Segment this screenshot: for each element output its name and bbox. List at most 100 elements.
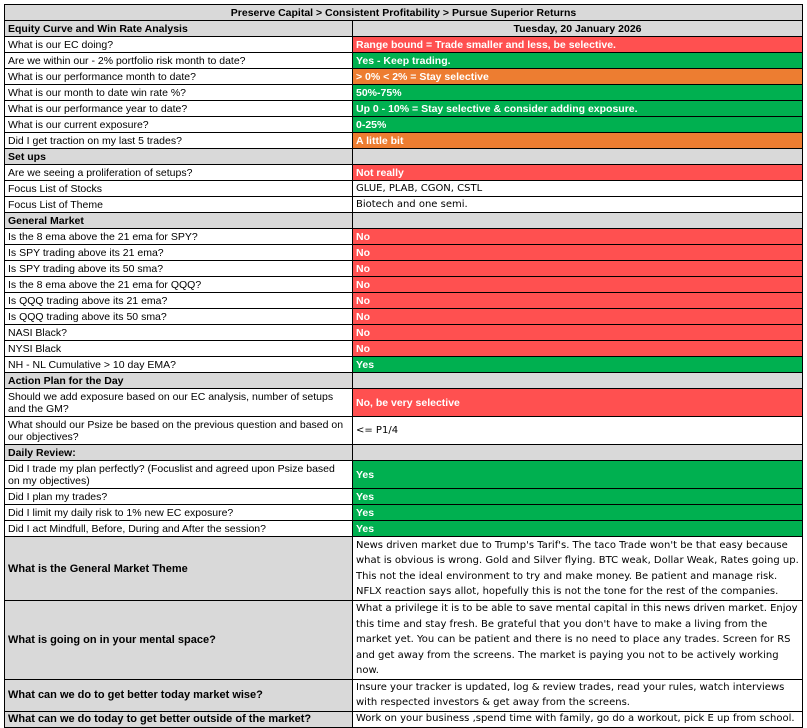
answer-cell[interactable]: No — [352, 276, 803, 293]
section-setups: Set ups — [4, 148, 803, 165]
section-filler — [352, 444, 803, 461]
answer-cell[interactable]: What a privilege it is to be able to sav… — [352, 600, 803, 680]
answer-cell[interactable]: 0-25% — [352, 116, 803, 133]
table-row: Did I limit my daily risk to 1% new EC e… — [4, 504, 803, 521]
section-equity: Equity Curve and Win Rate Analysis Tuesd… — [4, 20, 803, 37]
answer-cell[interactable]: No — [352, 260, 803, 277]
table-row: Is the 8 ema above the 21 ema for SPY? No — [4, 228, 803, 245]
answer-cell[interactable]: Yes - Keep trading. — [352, 52, 803, 69]
title-row: Preserve Capital > Consistent Profitabil… — [4, 4, 803, 21]
table-row: What can we do to get better today marke… — [4, 678, 803, 712]
answer-cell[interactable]: Yes — [352, 520, 803, 537]
table-row: What is our EC doing? Range bound = Trade… — [4, 36, 803, 53]
question-cell: What is going on in your mental space? — [4, 600, 353, 680]
question-cell: What is our EC doing? — [4, 36, 353, 53]
daily-review-table: Preserve Capital > Consistent Profitabil… — [4, 4, 803, 728]
answer-cell[interactable]: No — [352, 292, 803, 309]
question-cell: What can we do today to get better outsi… — [4, 710, 353, 728]
section-daily-review: Daily Review: — [4, 444, 803, 461]
report-date: Tuesday, 20 January 2026 — [352, 20, 803, 37]
question-cell: What is our month to date win rate %? — [4, 84, 353, 101]
question-cell: Focus List of Stocks — [4, 180, 353, 197]
table-row: NASI Black? No — [4, 324, 803, 341]
answer-cell[interactable]: No, be very selective — [352, 388, 803, 417]
table-row: NH - NL Cumulative > 10 day EMA? Yes — [4, 356, 803, 373]
table-row: Are we within our - 2% portfolio risk mo… — [4, 52, 803, 69]
question-cell: Is SPY trading above its 21 ema? — [4, 244, 353, 261]
question-cell: Focus List of Theme — [4, 196, 353, 213]
question-cell: Is the 8 ema above the 21 ema for SPY? — [4, 228, 353, 245]
table-row: What is our performance year to date? Up … — [4, 100, 803, 117]
section-filler — [352, 212, 803, 229]
question-cell: Is QQQ trading above its 21 ema? — [4, 292, 353, 309]
section-filler — [352, 372, 803, 389]
table-row: Is SPY trading above its 21 ema? No — [4, 244, 803, 261]
answer-cell[interactable]: Yes — [352, 504, 803, 521]
table-row: Did I plan my trades? Yes — [4, 488, 803, 505]
table-row: Is QQQ trading above its 50 sma? No — [4, 308, 803, 325]
review-sheet: Preserve Capital > Consistent Profitabil… — [4, 4, 803, 728]
section-label: Action Plan for the Day — [4, 372, 353, 389]
answer-cell[interactable]: Yes — [352, 460, 803, 489]
answer-cell[interactable]: Biotech and one semi. — [352, 196, 803, 213]
question-cell: Are we within our - 2% portfolio risk mo… — [4, 52, 353, 69]
answer-cell[interactable]: <= P1/4 — [352, 416, 803, 445]
table-row: Is the 8 ema above the 21 ema for QQQ? No — [4, 276, 803, 293]
table-row: Is SPY trading above its 50 sma? No — [4, 260, 803, 277]
answer-cell[interactable]: GLUE, PLAB, CGON, CSTL — [352, 180, 803, 197]
answer-cell[interactable]: Up 0 - 10% = Stay selective & consider a… — [352, 100, 803, 117]
question-cell: Is the 8 ema above the 21 ema for QQQ? — [4, 276, 353, 293]
answer-cell[interactable]: No — [352, 244, 803, 261]
section-label: General Market — [4, 212, 353, 229]
table-row: Are we seeing a proliferation of setups?… — [4, 164, 803, 181]
question-cell: What should our Psize be based on the pr… — [4, 416, 353, 445]
section-market: General Market — [4, 212, 803, 229]
question-cell: Is QQQ trading above its 50 sma? — [4, 308, 353, 325]
table-row: What is our current exposure? 0-25% — [4, 116, 803, 133]
question-cell: Should we add exposure based on our EC a… — [4, 388, 353, 417]
answer-cell[interactable]: No — [352, 228, 803, 245]
answer-cell[interactable]: > 0% < 2% = Stay selective — [352, 68, 803, 85]
question-cell: Did I trade my plan perfectly? (Focuslis… — [4, 460, 353, 489]
table-row: What is the General Market Theme News dri… — [4, 536, 803, 601]
question-cell: Is SPY trading above its 50 sma? — [4, 260, 353, 277]
question-cell: NH - NL Cumulative > 10 day EMA? — [4, 356, 353, 373]
table-row: What is our performance month to date? > … — [4, 68, 803, 85]
section-label: Equity Curve and Win Rate Analysis — [4, 20, 353, 37]
sheet-title: Preserve Capital > Consistent Profitabil… — [4, 4, 803, 21]
answer-cell[interactable]: News driven market due to Trump's Tarif'… — [352, 536, 803, 601]
table-row: Focus List of Stocks GLUE, PLAB, CGON, CS… — [4, 180, 803, 197]
question-cell: Did I plan my trades? — [4, 488, 353, 505]
question-cell: NYSI Black — [4, 340, 353, 357]
table-row: What can we do today to get better outsi… — [4, 710, 803, 728]
table-row: Focus List of Theme Biotech and one semi. — [4, 196, 803, 213]
answer-cell[interactable]: Yes — [352, 356, 803, 373]
table-row: What is our month to date win rate %? 50%… — [4, 84, 803, 101]
question-cell: NASI Black? — [4, 324, 353, 341]
table-row: Did I act Mindfull, Before, During and A… — [4, 520, 803, 537]
table-row: Did I get traction on my last 5 trades? A… — [4, 132, 803, 149]
answer-cell[interactable]: Insure your tracker is updated, log & re… — [352, 678, 803, 712]
question-cell: Did I act Mindfull, Before, During and A… — [4, 520, 353, 537]
answer-cell[interactable]: A little bit — [352, 132, 803, 149]
question-cell: What can we do to get better today marke… — [4, 678, 353, 712]
question-cell: Did I get traction on my last 5 trades? — [4, 132, 353, 149]
question-cell: What is our performance month to date? — [4, 68, 353, 85]
table-row: Is QQQ trading above its 21 ema? No — [4, 292, 803, 309]
table-row: What should our Psize be based on the pr… — [4, 416, 803, 445]
answer-cell[interactable]: Range bound = Trade smaller and less, be… — [352, 36, 803, 53]
table-row: NYSI Black No — [4, 340, 803, 357]
question-cell: What is the General Market Theme — [4, 536, 353, 601]
question-cell: Did I limit my daily risk to 1% new EC e… — [4, 504, 353, 521]
table-row: Did I trade my plan perfectly? (Focuslis… — [4, 460, 803, 489]
answer-cell[interactable]: Work on your business ,spend time with f… — [352, 710, 803, 728]
answer-cell[interactable]: Not really — [352, 164, 803, 181]
question-cell: What is our performance year to date? — [4, 100, 353, 117]
answer-cell[interactable]: No — [352, 324, 803, 341]
table-row: Should we add exposure based on our EC a… — [4, 388, 803, 417]
answer-cell[interactable]: Yes — [352, 488, 803, 505]
section-label: Daily Review: — [4, 444, 353, 461]
answer-cell[interactable]: 50%-75% — [352, 84, 803, 101]
answer-cell[interactable]: No — [352, 340, 803, 357]
answer-cell[interactable]: No — [352, 308, 803, 325]
